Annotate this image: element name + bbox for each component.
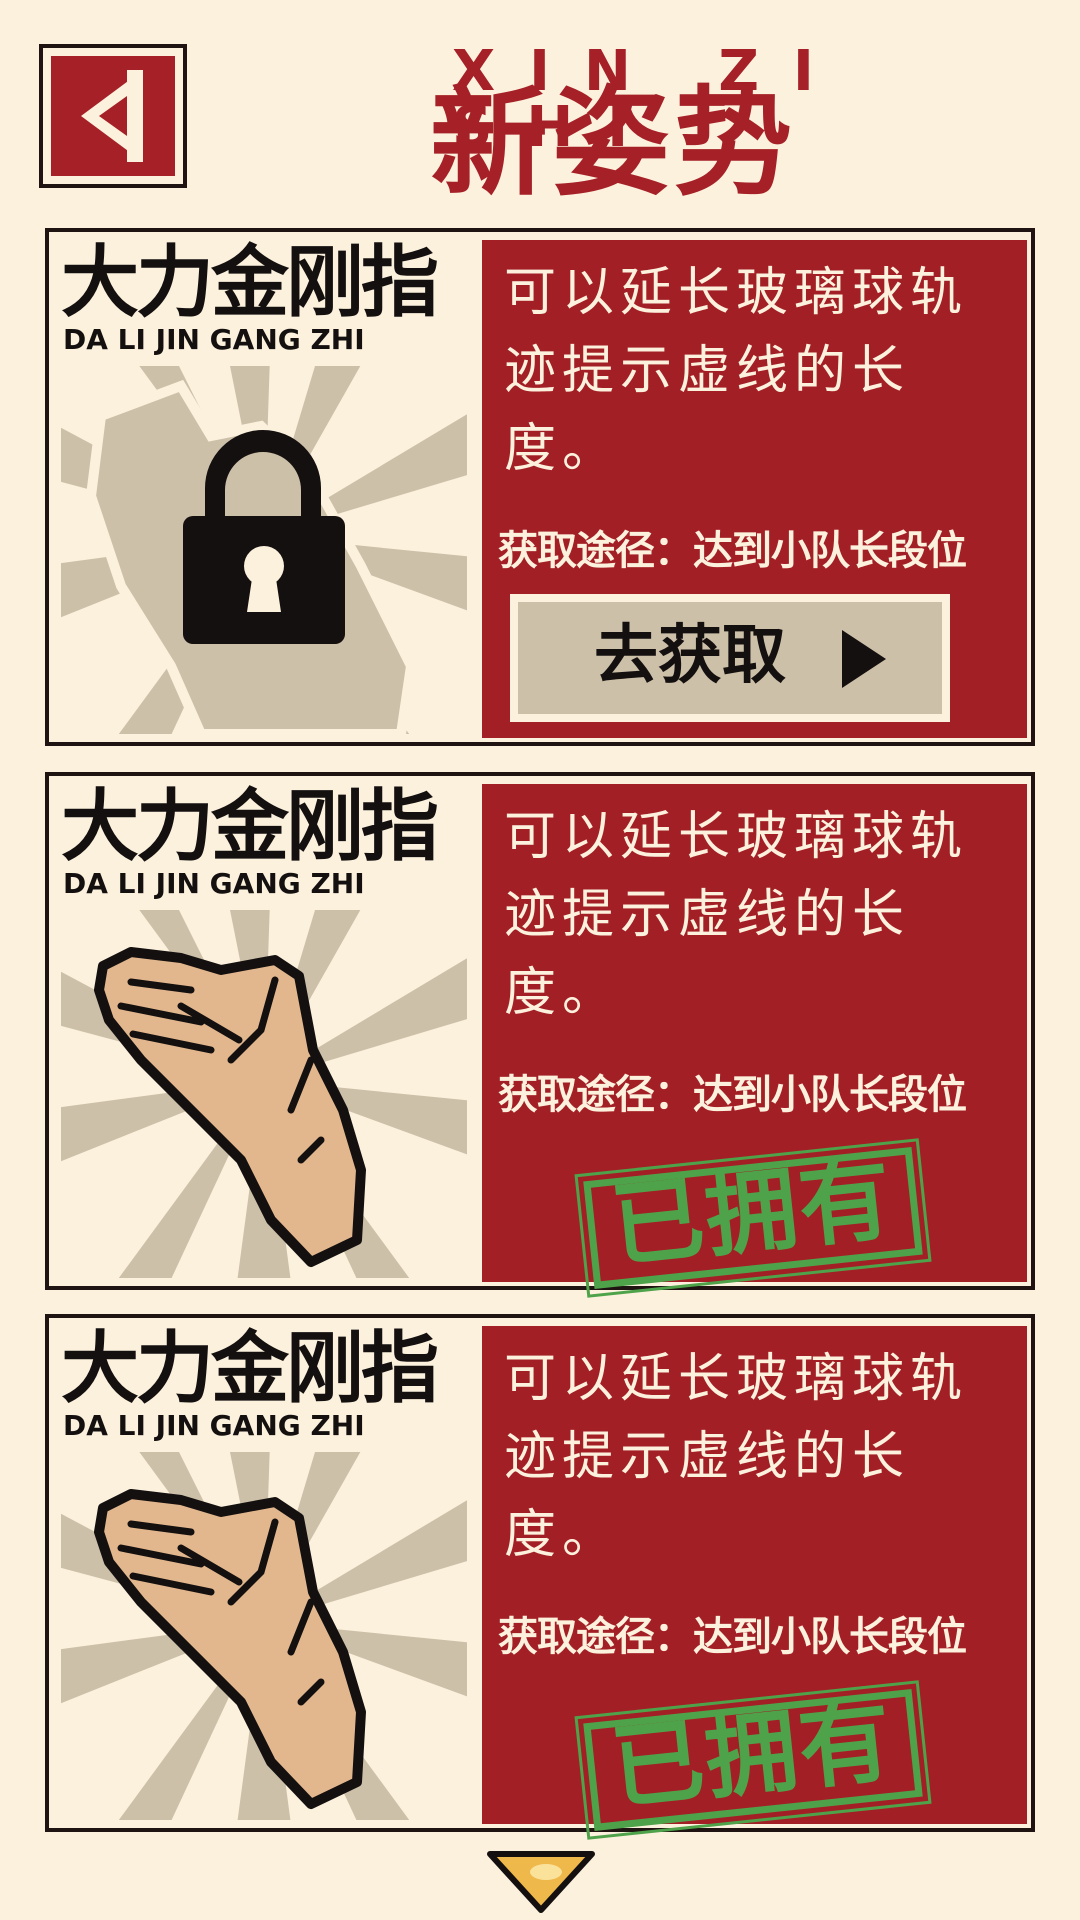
owned-stamp-label: 已拥有 (606, 1686, 899, 1823)
scroll-down-button[interactable] (486, 1850, 596, 1914)
skill-name-pinyin: DA LI JIN GANG ZHI (63, 323, 365, 356)
skill-art (61, 1452, 467, 1820)
skill-name-pinyin: DA LI JIN GANG ZHI (63, 867, 365, 900)
hand-icon (94, 947, 366, 1267)
skill-card: 大力金刚指 DA LI JIN GANG ZHI (45, 772, 1035, 1300)
skill-card: 大力金刚指 DA LI JIN GANG ZHI (45, 228, 1035, 746)
owned-stamp-label: 已拥有 (606, 1144, 899, 1281)
skill-card: 大力金刚指 DA LI JIN GANG ZHI (45, 1314, 1035, 1842)
acquire-route: 获取途径：达到小队长段位 (498, 1072, 967, 1118)
back-arrow-icon (81, 70, 143, 162)
play-triangle-icon (842, 630, 886, 688)
hand-icon (94, 1489, 366, 1809)
owned-stamp: 已拥有 (575, 1136, 931, 1300)
go-acquire-button[interactable]: 去获取 (510, 594, 950, 722)
acquire-route: 获取途径：达到小队长段位 (498, 1614, 967, 1660)
page-title-block: XIN ZI SHI 新姿势 (430, 38, 1050, 203)
skill-name: 大力金刚指 (61, 238, 439, 328)
padlock-icon (183, 430, 345, 644)
page-title: 新姿势 (430, 74, 797, 212)
skill-description: 可以延长玻璃球轨迹提示虚线的长度。 (504, 1349, 969, 1565)
owned-stamp: 已拥有 (575, 1678, 931, 1842)
skill-description: 可以延长玻璃球轨迹提示虚线的长度。 (504, 263, 969, 479)
skill-art (61, 910, 467, 1278)
acquire-route: 获取途径：达到小队长段位 (498, 528, 967, 574)
skill-name-pinyin: DA LI JIN GANG ZHI (63, 1409, 365, 1442)
back-button[interactable] (39, 44, 187, 188)
skill-description: 可以延长玻璃球轨迹提示虚线的长度。 (504, 807, 969, 1023)
skill-name: 大力金刚指 (61, 782, 439, 872)
page-title-pinyin: XIN ZI SHI (452, 39, 848, 160)
down-arrow-icon (487, 1851, 595, 1913)
go-acquire-label: 去获取 (594, 619, 786, 693)
skill-art (61, 366, 467, 734)
skill-name: 大力金刚指 (61, 1324, 439, 1414)
